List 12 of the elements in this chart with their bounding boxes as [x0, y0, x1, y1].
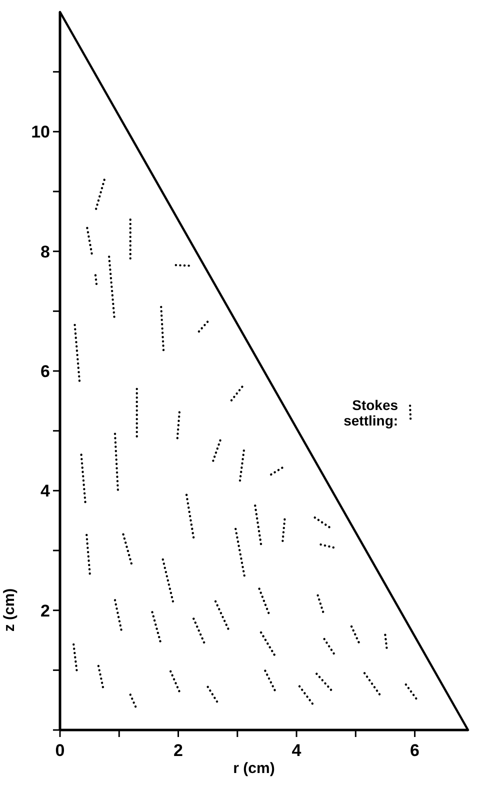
y-tick-label: 8 [40, 242, 50, 262]
y-tick-label: 4 [40, 482, 51, 501]
x-tick-label: 2 [174, 741, 183, 760]
x-tick-label: 0 [55, 741, 65, 760]
x-axis-title: r (cm) [233, 760, 275, 777]
x-tick-label: 6 [410, 741, 420, 760]
x-tick-label: 4 [292, 741, 302, 760]
annotation: Stokes settling: [344, 397, 398, 428]
y-axis-title: z (cm) [1, 588, 18, 632]
y-tick-label: 2 [40, 601, 50, 620]
y-tick-label: 6 [40, 362, 50, 381]
y-tick-label: 10 [31, 122, 50, 142]
